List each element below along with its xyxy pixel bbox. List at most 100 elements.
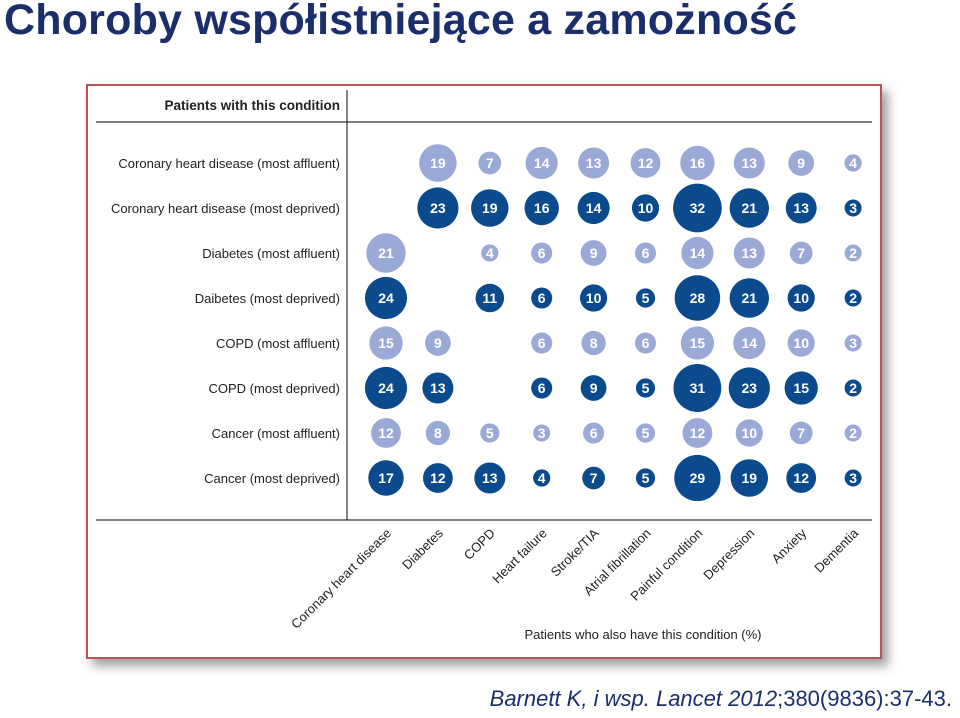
bubble-affluent-heart-failure (533, 424, 551, 442)
bubble-value-label: 5 (642, 380, 650, 396)
bubble-value-label: 28 (690, 290, 706, 306)
bubble-affluent-diabetes (425, 330, 451, 356)
bubble-value-label: 6 (538, 290, 546, 306)
row-label: Diabetes (most affluent) (202, 246, 340, 261)
bubble-value-label: 10 (742, 425, 758, 441)
column-label: Dementia (811, 525, 861, 575)
bubble-deprived-diabetes (417, 187, 459, 229)
column-label: Coronary heart disease (288, 526, 394, 632)
bubble-value-label: 8 (434, 425, 442, 441)
bubble-value-label: 17 (378, 470, 394, 486)
bubble-deprived-diabetes (423, 463, 453, 493)
bubble-value-label: 19 (482, 200, 498, 216)
bubble-value-label: 9 (797, 155, 805, 171)
bubble-value-label: 2 (849, 245, 857, 261)
bubble-value-label: 21 (742, 200, 758, 216)
bubble-value-label: 10 (586, 290, 602, 306)
row-label: COPD (most affluent) (216, 336, 340, 351)
bubble-deprived-atrial-fibrillation (635, 288, 656, 308)
bubble-affluent-atrial-fibrillation (634, 242, 657, 264)
bubble-value-label: 13 (586, 155, 602, 171)
bubble-deprived-painful-condition (673, 364, 722, 412)
bubble-deprived-painful-condition (674, 454, 721, 502)
bubble-deprived-atrial-fibrillation (635, 468, 656, 488)
bubble-value-label: 6 (590, 425, 598, 441)
bubble-value-label: 13 (430, 380, 446, 396)
bubble-value-label: 3 (849, 470, 857, 486)
bubble-affluent-atrial-fibrillation (634, 332, 657, 354)
bubble-value-label: 3 (538, 425, 546, 441)
bubble-value-label: 10 (793, 290, 809, 306)
row-label: Daibetes (most deprived) (195, 291, 340, 306)
bubble-value-label: 3 (849, 200, 857, 216)
bubble-value-label: 15 (690, 335, 706, 351)
bubble-deprived-anxiety (787, 284, 815, 312)
bubble-value-label: 6 (538, 335, 546, 351)
bubble-value-label: 15 (378, 335, 394, 351)
bubble-value-label: 14 (534, 155, 550, 171)
bubble-deprived-heart-failure (533, 469, 551, 487)
bubble-value-label: 13 (793, 200, 809, 216)
bubble-affluent-dementia (844, 154, 862, 172)
bubble-affluent-heart-failure (531, 242, 553, 264)
bubble-deprived-copd (471, 189, 509, 227)
row-label: Coronary heart disease (most deprived) (111, 201, 340, 216)
bubble-affluent-coronary-heart-disease (366, 233, 406, 273)
bubble-value-label: 10 (638, 200, 654, 216)
bubble-value-label: 24 (378, 290, 394, 306)
bubble-deprived-heart-failure (531, 377, 553, 399)
row-label: Coronary heart disease (most affluent) (118, 156, 340, 171)
bubble-affluent-atrial-fibrillation (635, 423, 656, 443)
bubble-value-label: 6 (642, 245, 650, 261)
bubble-value-label: 13 (742, 155, 758, 171)
bubble-deprived-depression (730, 459, 769, 497)
bubble-deprived-copd (474, 462, 506, 494)
bubble-value-label: 2 (849, 425, 857, 441)
slide-title: Choroby współistniejące a zamożność (4, 0, 798, 44)
bubble-affluent-stroke-tia (581, 330, 606, 356)
bubble-value-label: 12 (638, 155, 654, 171)
bubble-value-label: 5 (642, 290, 650, 306)
bubble-value-label: 5 (642, 470, 650, 486)
column-label: COPD (461, 526, 498, 563)
bubble-affluent-diabetes (419, 144, 457, 182)
bubble-deprived-depression (729, 188, 770, 228)
bubble-deprived-coronary-heart-disease (364, 276, 408, 320)
bubble-value-label: 14 (690, 245, 706, 261)
bubble-deprived-painful-condition (673, 183, 722, 233)
bubble-value-label: 16 (690, 155, 706, 171)
row-label: COPD (most deprived) (209, 381, 340, 396)
bubble-value-label: 21 (378, 245, 394, 261)
bubble-affluent-heart-failure (531, 332, 553, 354)
bubble-affluent-dementia (844, 424, 862, 442)
chart-figure: Patients with this condition Coronary hea… (86, 84, 882, 659)
bubble-value-label: 23 (742, 380, 758, 396)
bubble-value-label: 7 (590, 470, 598, 486)
bubble-value-label: 12 (378, 425, 394, 441)
bubble-value-label: 32 (690, 200, 706, 216)
bubble-affluent-copd (480, 423, 500, 443)
bubble-value-label: 9 (590, 380, 598, 396)
bubble-value-label: 9 (434, 335, 442, 351)
bubble-value-label: 13 (742, 245, 758, 261)
citation: Barnett K, i wsp. Lancet 2012;380(9836):… (490, 686, 952, 712)
bubble-affluent-stroke-tia (583, 422, 605, 444)
bubble-deprived-coronary-heart-disease (364, 366, 408, 410)
row-label: Cancer (most deprived) (204, 471, 340, 486)
bubble-affluent-depression (733, 326, 766, 360)
bubble-deprived-heart-failure (524, 190, 559, 226)
bubble-deprived-anxiety (785, 192, 817, 224)
bubble-value-label: 2 (849, 290, 857, 306)
bubble-affluent-painful-condition (682, 418, 713, 448)
bubble-value-label: 10 (793, 335, 809, 351)
bubble-deprived-painful-condition (674, 275, 721, 321)
bubble-value-label: 16 (534, 200, 550, 216)
bubble-affluent-anxiety (787, 329, 815, 357)
bubble-affluent-coronary-heart-disease (371, 418, 401, 448)
row-header-label: Patients with this condition (165, 98, 341, 113)
bubble-value-label: 24 (378, 380, 394, 396)
column-label: Anxiety (769, 525, 810, 566)
bubble-affluent-painful-condition (681, 236, 714, 270)
bubble-value-label: 7 (797, 425, 805, 441)
bubble-value-label: 12 (690, 425, 706, 441)
